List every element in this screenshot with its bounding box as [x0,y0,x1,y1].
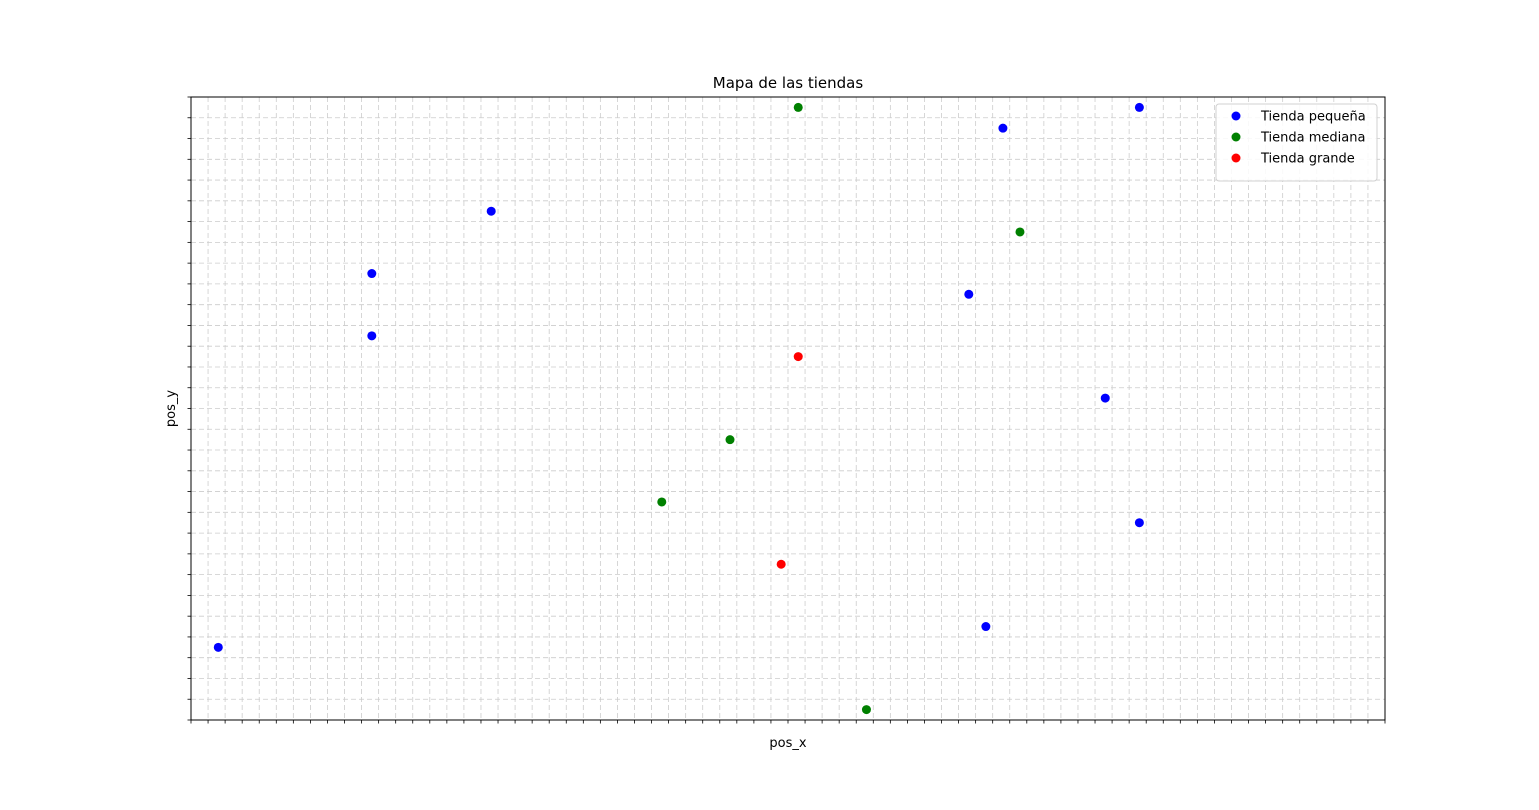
data-point-series-0-7 [1100,393,1110,403]
x-axis-label: pos_x [769,736,806,751]
data-points [213,102,1144,715]
data-point-series-1-3 [861,705,871,715]
data-point-series-1-4 [1015,227,1025,237]
axis-ticks [187,96,1386,724]
data-point-series-0-8 [1134,518,1144,528]
data-point-series-1-0 [657,497,667,507]
y-axis-label: pos_y [164,390,179,427]
data-point-series-0-2 [367,269,377,279]
legend-marker-1 [1231,132,1241,142]
grid [191,97,1385,720]
legend-marker-2 [1231,153,1241,163]
data-point-series-0-0 [213,642,223,652]
data-point-series-0-1 [367,331,377,341]
data-point-series-0-3 [486,206,496,216]
legend-marker-0 [1231,111,1241,121]
data-point-series-1-2 [793,102,803,112]
data-point-series-0-9 [1134,102,1144,112]
chart-title: Mapa de las tiendas [713,74,864,92]
data-point-series-2-0 [776,559,786,569]
data-point-series-2-1 [793,352,803,362]
data-point-series-0-6 [998,123,1008,133]
data-point-series-0-5 [981,622,991,632]
legend-entry-0: Tienda pequeña [1260,110,1366,125]
data-point-series-0-4 [964,289,974,299]
plot-frame [190,96,1386,721]
data-point-series-1-1 [725,435,735,445]
legend-entry-1: Tienda mediana [1260,131,1365,146]
legend-entry-2: Tienda grande [1260,152,1355,167]
legend-frame [1215,103,1378,182]
legend: Tienda pequeña Tienda mediana Tienda grand… [1215,103,1378,182]
